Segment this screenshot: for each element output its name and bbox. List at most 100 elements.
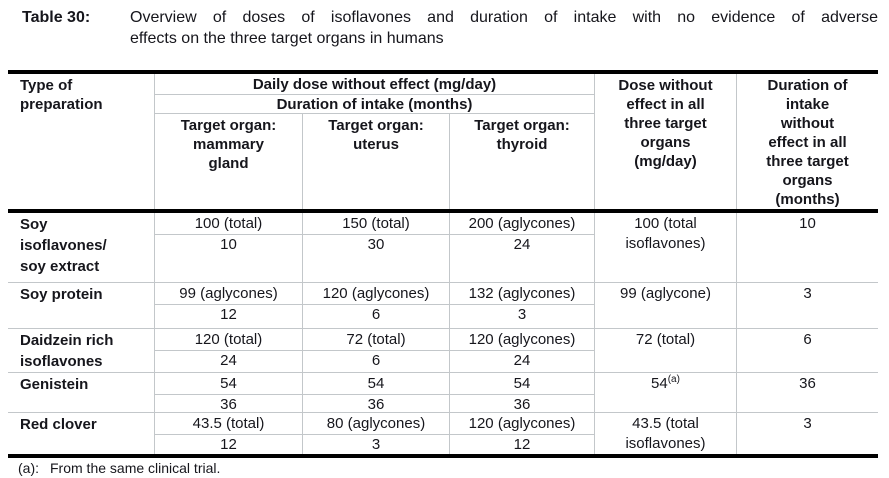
header-target-mammary: Target organ: mammary gland bbox=[155, 114, 303, 209]
thyroid-months-value: 24 bbox=[513, 352, 531, 369]
dose-all-superscript: (a) bbox=[667, 374, 680, 385]
doses-table: Type of preparation Daily dose without e… bbox=[8, 70, 878, 458]
header-dose-all-organs: Dose without effect in all three target … bbox=[595, 74, 737, 209]
mammary-dose-value: 100 (total) bbox=[155, 213, 302, 235]
cell-thyroid: 132 (aglycones) 3 bbox=[450, 283, 595, 328]
uterus-months-value: 30 bbox=[367, 236, 385, 253]
table-footnote: (a): From the same clinical trial. bbox=[18, 460, 220, 476]
table-row-soy-isoflavones: Soy isoflavones/ soy extract 100 (total)… bbox=[8, 213, 878, 282]
table-row-red-clover: Red clover 43.5 (total) 12 80 (aglycones… bbox=[8, 412, 878, 454]
table-header: Type of preparation Daily dose without e… bbox=[8, 74, 878, 213]
uterus-months-value: 36 bbox=[367, 396, 385, 413]
table-row-genistein: Genistein 54 36 54 36 54 36 54(a) 36 bbox=[8, 372, 878, 414]
header-duration-of-intake: Duration of intake (months) bbox=[155, 95, 595, 114]
table-row-soy-protein: Soy protein 99 (aglycones) 12 120 (aglyc… bbox=[8, 282, 878, 328]
table-row-daidzein-rich: Daidzein rich isoflavones 120 (total) 24… bbox=[8, 328, 878, 372]
preparation-label: Daidzein rich isoflavones bbox=[20, 332, 114, 370]
uterus-dose-value: 120 (aglycones) bbox=[303, 283, 449, 305]
thyroid-months-value: 24 bbox=[513, 236, 531, 253]
uterus-dose-value: 54 bbox=[303, 373, 449, 395]
mammary-dose-value: 99 (aglycones) bbox=[155, 283, 302, 305]
thyroid-dose-value: 120 (aglycones) bbox=[450, 329, 594, 351]
header-target-mammary-label: Target organ: mammary gland bbox=[180, 117, 277, 172]
header-dose-all-organs-label: Dose without effect in all three target … bbox=[618, 77, 713, 170]
cell-thyroid: 200 (aglycones) 24 bbox=[450, 213, 595, 282]
header-target-uterus: Target organ: uterus bbox=[303, 114, 450, 209]
dose-all-value: 99 (aglycone) bbox=[620, 285, 711, 302]
mammary-dose-value: 54 bbox=[155, 373, 302, 395]
cell-dose-all-organs: 99 (aglycone) bbox=[595, 283, 737, 328]
cell-dose-all-organs: 72 (total) bbox=[595, 329, 737, 372]
cell-preparation: Genistein bbox=[8, 373, 155, 414]
dose-all-value: 100 (total isoflavones) bbox=[625, 215, 706, 252]
cell-mammary: 99 (aglycones) 12 bbox=[155, 283, 303, 328]
dose-all-value: 72 (total) bbox=[635, 331, 696, 348]
cell-preparation: Daidzein rich isoflavones bbox=[8, 329, 155, 372]
mammary-dose-value: 120 (total) bbox=[155, 329, 302, 351]
header-target-thyroid-label: Target organ: thyroid bbox=[474, 117, 570, 153]
preparation-label: Red clover bbox=[20, 416, 97, 433]
cell-thyroid: 120 (aglycones) 24 bbox=[450, 329, 595, 372]
header-daily-dose: Daily dose without effect (mg/day) bbox=[155, 74, 595, 95]
cell-preparation: Soy protein bbox=[8, 283, 155, 328]
cell-thyroid: 120 (aglycones) 12 bbox=[450, 413, 595, 454]
thyroid-months-value: 12 bbox=[513, 436, 531, 453]
cell-duration-all-organs: 36 bbox=[799, 375, 816, 392]
cell-uterus: 80 (aglycones) 3 bbox=[303, 413, 450, 454]
header-target-thyroid: Target organ: thyroid bbox=[450, 114, 595, 209]
cell-dose-all-organs: 100 (total isoflavones) bbox=[595, 213, 737, 282]
mammary-months-value: 10 bbox=[220, 236, 237, 253]
table-caption-text: Overview of doses of isoflavones and dur… bbox=[130, 7, 878, 49]
table-caption-number: Table 30: bbox=[22, 9, 91, 26]
header-target-uterus-label: Target organ: uterus bbox=[328, 117, 424, 153]
thyroid-months-value: 36 bbox=[513, 396, 531, 413]
mammary-months-value: 12 bbox=[220, 306, 237, 323]
table-caption: Table 30: Overview of doses of isoflavon… bbox=[22, 7, 878, 49]
thyroid-months-value: 3 bbox=[517, 306, 527, 323]
cell-uterus: 150 (total) 30 bbox=[303, 213, 450, 282]
uterus-dose-value: 72 (total) bbox=[303, 329, 449, 351]
preparation-label: Soy protein bbox=[20, 286, 103, 303]
cell-preparation: Soy isoflavones/ soy extract bbox=[8, 213, 155, 282]
caption-line-1: Overview of doses of isoflavones and dur… bbox=[130, 9, 878, 26]
cell-dose-all-organs: 54(a) bbox=[595, 373, 737, 414]
footnote-marker: (a): bbox=[18, 460, 39, 476]
header-duration-all-organs-label: Duration of intake without effect in all… bbox=[766, 77, 849, 208]
cell-mammary: 43.5 (total) 12 bbox=[155, 413, 303, 454]
thyroid-dose-value: 120 (aglycones) bbox=[450, 413, 594, 435]
cell-duration-all-organs: 10 bbox=[799, 215, 816, 232]
cell-thyroid: 54 36 bbox=[450, 373, 595, 414]
preparation-label: Genistein bbox=[20, 376, 89, 393]
caption-line-2: effects on the three target organs in hu… bbox=[130, 30, 444, 47]
header-type-of-preparation: Type of preparation bbox=[8, 74, 155, 209]
thyroid-dose-value: 132 (aglycones) bbox=[450, 283, 594, 305]
cell-duration-all-organs: 3 bbox=[803, 285, 812, 302]
cell-mammary: 100 (total) 10 bbox=[155, 213, 303, 282]
table-body: Soy isoflavones/ soy extract 100 (total)… bbox=[8, 213, 878, 458]
mammary-months-value: 24 bbox=[220, 352, 237, 369]
cell-dose-all-organs: 43.5 (total isoflavones) bbox=[595, 413, 737, 454]
uterus-months-value: 6 bbox=[371, 352, 381, 369]
cell-mammary: 120 (total) 24 bbox=[155, 329, 303, 372]
uterus-months-value: 6 bbox=[371, 306, 381, 323]
header-type-of-preparation-label: Type of preparation bbox=[20, 77, 103, 113]
cell-mammary: 54 36 bbox=[155, 373, 303, 414]
thyroid-dose-value: 200 (aglycones) bbox=[450, 213, 594, 235]
cell-duration-all-organs: 6 bbox=[803, 331, 812, 348]
cell-uterus: 72 (total) 6 bbox=[303, 329, 450, 372]
thyroid-dose-value: 54 bbox=[450, 373, 594, 395]
preparation-label: Soy isoflavones/ soy extract bbox=[20, 216, 107, 275]
uterus-months-value: 3 bbox=[371, 436, 381, 453]
mammary-months-value: 36 bbox=[220, 396, 237, 413]
cell-uterus: 120 (aglycones) 6 bbox=[303, 283, 450, 328]
uterus-dose-value: 80 (aglycones) bbox=[303, 413, 449, 435]
footnote-text: From the same clinical trial. bbox=[50, 460, 221, 476]
dose-all-value: 54 bbox=[651, 375, 668, 392]
uterus-dose-value: 150 (total) bbox=[303, 213, 449, 235]
mammary-dose-value: 43.5 (total) bbox=[155, 413, 302, 435]
cell-uterus: 54 36 bbox=[303, 373, 450, 414]
dose-all-value: 43.5 (total isoflavones) bbox=[625, 415, 706, 452]
header-duration-all-organs: Duration of intake without effect in all… bbox=[737, 74, 878, 209]
mammary-months-value: 12 bbox=[220, 436, 237, 453]
